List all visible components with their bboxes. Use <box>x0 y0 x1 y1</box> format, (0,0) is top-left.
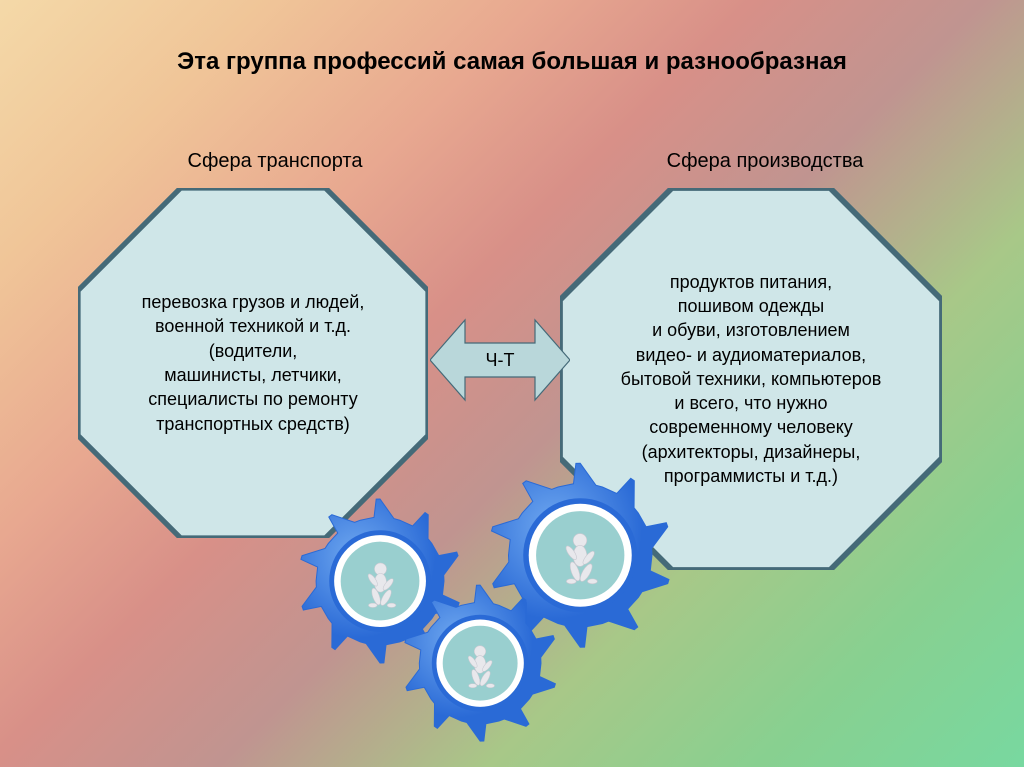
gears-group <box>280 485 700 745</box>
left-subtitle: Сфера транспорта <box>145 150 405 173</box>
running-figure-icon <box>353 558 408 618</box>
right-subtitle: Сфера производства <box>625 150 905 173</box>
slide: Эта группа профессий самая большая и раз… <box>0 0 1024 767</box>
octagon-right-text: продуктов питания, пошивом одежды и обув… <box>621 270 882 489</box>
center-arrow: Ч-Т <box>430 305 570 415</box>
slide-title: Эта группа профессий самая большая и раз… <box>0 48 1024 76</box>
center-arrow-label: Ч-Т <box>486 350 515 371</box>
running-figure-icon <box>549 528 611 595</box>
octagon-left-text: перевозка грузов и людей, военной техник… <box>142 290 365 436</box>
running-figure-icon <box>454 641 506 698</box>
